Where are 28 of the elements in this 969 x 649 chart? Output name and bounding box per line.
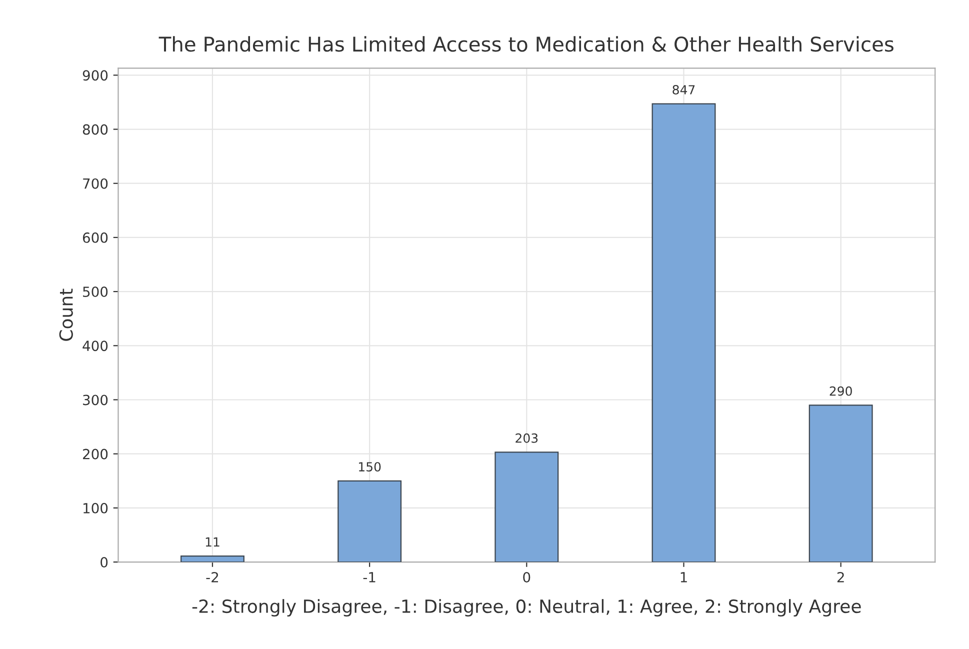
y-tick-label: 700	[83, 178, 108, 189]
y-tick-label: 200	[83, 448, 108, 460]
bar	[180, 556, 244, 562]
y-tick-label: 600	[82, 232, 108, 243]
data-label: 290	[830, 386, 852, 396]
chart-title: The Pandemic Has Limited Access to Medication & Other Health Services	[158, 36, 894, 52]
bar	[494, 452, 559, 562]
x-tick-label: -2	[206, 572, 218, 582]
y-tick-label: 800	[82, 124, 108, 135]
x-tick-label: 1	[680, 572, 687, 582]
x-tick-label: 0	[523, 572, 530, 583]
x-axis-title: -2: Strongly Disagree, -1: Disagree, 0: Neutral, 1: Agree, 2: Strongly Agree	[192, 599, 861, 617]
bar	[808, 404, 873, 562]
y-tick-label: 0	[100, 557, 108, 568]
data-label: 203	[516, 433, 538, 443]
data-label: 847	[672, 85, 695, 94]
data-label: 11	[206, 537, 220, 547]
y-tick-label: 400	[82, 340, 108, 352]
bar	[652, 103, 716, 562]
bar	[338, 480, 402, 562]
y-tick-label: 300	[83, 394, 108, 406]
data-label: 150	[359, 462, 381, 472]
y-axis-title: Count	[59, 288, 73, 341]
x-tick-label: -1	[363, 572, 376, 582]
y-tick-label: 100	[84, 502, 108, 514]
y-tick-label: 900	[82, 70, 108, 81]
x-tick-label: 2	[837, 572, 844, 582]
y-tick-label: 500	[83, 286, 108, 298]
